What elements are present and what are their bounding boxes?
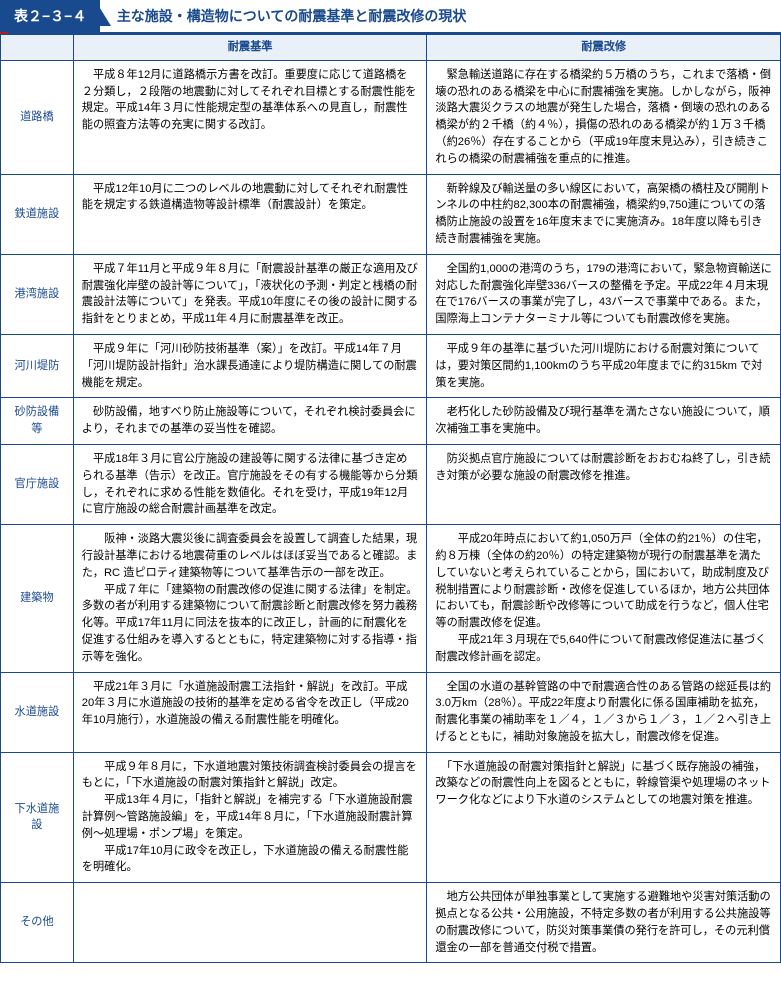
cell-standard: 平成12年10月に二つのレベルの地震動に対してそれぞれ耐震性能を規定する鉄道構造… <box>73 174 427 254</box>
cell-standard: 阪神・淡路大震災後に調査委員会を設置して調査した結果，現行設計基準における地震荷… <box>73 525 427 672</box>
col-header-blank <box>1 35 74 61</box>
row-label: 水道施設 <box>1 672 74 752</box>
cell-retrofit: 平成20年時点において約1,050万戸（全体の約21％）の住宅，約８万棟（全体の… <box>427 525 781 672</box>
row-label: 建築物 <box>1 525 74 672</box>
cell-standard: 平成８年12月に道路橋示方書を改訂。重要度に応じて道路橋を２分類し，２段階の地震… <box>73 60 427 174</box>
table-row: 港湾施設 平成７年11月と平成９年８月に「耐震設計基準の厳正な適用及び耐震強化岸… <box>1 254 781 334</box>
cell-retrofit: 緊急輸送道路に存在する橋梁約５万橋のうち，これまで落橋・倒壊の恐れのある橋梁を中… <box>427 60 781 174</box>
cell-retrofit: 地方公共団体が単独事業として実施する避難地や災害対策活動の拠点となる公共・公用施… <box>427 883 781 963</box>
cell-retrofit: 「下水道施設の耐震対策指針と解説」に基づく既存施設の補強，改築などの耐震性向上を… <box>427 752 781 883</box>
row-label: 港湾施設 <box>1 254 74 334</box>
col-header-retrofit: 耐震改修 <box>427 35 781 61</box>
row-label: 道路橋 <box>1 60 74 174</box>
col-header-standard: 耐震基準 <box>73 35 427 61</box>
cell-retrofit: 平成９年の基準に基づいた河川堤防における耐震対策については，要対策区間約1,10… <box>427 334 781 397</box>
table-row: 河川堤防 平成９年に「河川砂防技術基準（案）」を改訂。平成14年７月「河川堤防設… <box>1 334 781 397</box>
row-label: 鉄道施設 <box>1 174 74 254</box>
cell-standard <box>73 883 427 963</box>
cell-para: 平成21年３月現在で5,640件について耐震改修促進法に基づく耐震改修計画を認定… <box>435 632 772 666</box>
table-row: 砂防設備等 砂防設備，地すべり防止施設等について，それぞれ検討委員会により，それ… <box>1 398 781 445</box>
table-title: 主な施設・構造物についての耐震基準と耐震改修の現状 <box>105 0 479 32</box>
row-label: その他 <box>1 883 74 963</box>
table-row: 鉄道施設 平成12年10月に二つのレベルの地震動に対してそれぞれ耐震性能を規定す… <box>1 174 781 254</box>
row-label: 砂防設備等 <box>1 398 74 445</box>
table-header-row: 耐震基準 耐震改修 <box>1 35 781 61</box>
cell-retrofit: 全国約1,000の港湾のうち，179の港湾において，緊急物資輸送に対応した耐震強… <box>427 254 781 334</box>
standards-table: 耐震基準 耐震改修 道路橋 平成８年12月に道路橋示方書を改訂。重要度に応じて道… <box>0 34 781 963</box>
row-label: 下水道施設 <box>1 752 74 883</box>
table-row: 下水道施設 平成９年８月に，下水道地震対策技術調査検討委員会の提言をもとに，「下… <box>1 752 781 883</box>
cell-para: 平成13年４月に，「指針と解説」を補完する「下水道施設耐震計算例〜管路施設編」を… <box>82 792 419 842</box>
cell-para: 阪神・淡路大震災後に調査委員会を設置して調査した結果，現行設計基準における地震荷… <box>82 531 419 581</box>
row-label: 官庁施設 <box>1 444 74 524</box>
cell-standard: 平成18年３月に官公庁施設の建設等に関する法律に基づき定められる基準（告示）を改… <box>73 444 427 524</box>
cell-standard: 平成21年３月に「水道施設耐震工法指針・解説」を改訂。平成20年３月に水道施設の… <box>73 672 427 752</box>
cell-standard: 砂防設備，地すべり防止施設等について，それぞれ検討委員会により，それまでの基準の… <box>73 398 427 445</box>
table-row: 建築物 阪神・淡路大震災後に調査委員会を設置して調査した結果，現行設計基準におけ… <box>1 525 781 672</box>
row-label: 河川堤防 <box>1 334 74 397</box>
cell-standard: 平成９年に「河川砂防技術基準（案）」を改訂。平成14年７月「河川堤防設計指針」治… <box>73 334 427 397</box>
cell-para: 平成９年８月に，下水道地震対策技術調査検討委員会の提言をもとに，「下水道施設の耐… <box>82 759 419 793</box>
table-row: 道路橋 平成８年12月に道路橋示方書を改訂。重要度に応じて道路橋を２分類し，２段… <box>1 60 781 174</box>
cell-retrofit: 全国の水道の基幹管路の中で耐震適合性のある管路の総延長は約3.0万km（28％）… <box>427 672 781 752</box>
table-header-bar: 表２−３−４ 主な施設・構造物についての耐震基準と耐震改修の現状 <box>0 0 781 34</box>
table-row: 水道施設 平成21年３月に「水道施設耐震工法指針・解説」を改訂。平成20年３月に… <box>1 672 781 752</box>
cell-standard: 平成９年８月に，下水道地震対策技術調査検討委員会の提言をもとに，「下水道施設の耐… <box>73 752 427 883</box>
table-number: 表２−３−４ <box>0 0 100 32</box>
cell-retrofit: 老朽化した砂防設備及び現行基準を満たさない施設について，順次補強工事を実施中。 <box>427 398 781 445</box>
cell-standard: 平成７年11月と平成９年８月に「耐震設計基準の厳正な適用及び耐震強化岸壁の設計等… <box>73 254 427 334</box>
table-row: その他 地方公共団体が単独事業として実施する避難地や災害対策活動の拠点となる公共… <box>1 883 781 963</box>
cell-para: 平成20年時点において約1,050万戸（全体の約21％）の住宅，約８万棟（全体の… <box>435 531 772 632</box>
header-tri-icon <box>95 0 111 26</box>
cell-retrofit: 防災拠点官庁施設については耐震診断をおおむね終了し，引き続き対策が必要な施設の耐… <box>427 444 781 524</box>
table-row: 官庁施設 平成18年３月に官公庁施設の建設等に関する法律に基づき定められる基準（… <box>1 444 781 524</box>
cell-para: 平成17年10月に政令を改正し，下水道施設の備える耐震性能を明確化。 <box>82 843 419 877</box>
cell-para: 平成７年に「建築物の耐震改修の促進に関する法律」を制定。多数の者が利用する建築物… <box>82 582 419 666</box>
cell-retrofit: 新幹線及び輸送量の多い線区において，高架橋の橋柱及び開削トンネルの中柱約82,3… <box>427 174 781 254</box>
